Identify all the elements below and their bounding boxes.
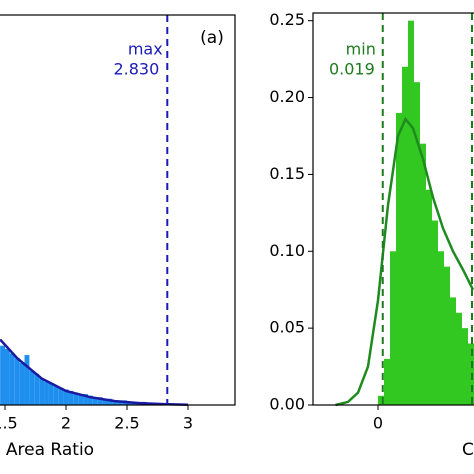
bar bbox=[396, 112, 402, 405]
bar bbox=[44, 381, 49, 405]
bar bbox=[102, 398, 108, 405]
bar bbox=[53, 386, 59, 405]
density-curve bbox=[335, 116, 474, 407]
x-tick-label: 3 bbox=[183, 414, 193, 433]
bar bbox=[92, 397, 98, 405]
bar bbox=[58, 387, 64, 405]
stat-label: min bbox=[346, 40, 376, 59]
bar bbox=[83, 394, 88, 405]
bar bbox=[444, 266, 450, 405]
bar bbox=[19, 362, 25, 405]
x-axis-label: Area Ratio bbox=[6, 440, 94, 460]
axes-frame bbox=[312, 12, 474, 406]
bar bbox=[408, 20, 414, 405]
bar bbox=[5, 348, 10, 405]
bar bbox=[378, 395, 384, 405]
y-tick-label: 0.25 bbox=[269, 10, 305, 29]
bar bbox=[97, 397, 103, 405]
y-tick-label: 0.20 bbox=[269, 87, 305, 106]
y-tick-label: 0.05 bbox=[269, 318, 305, 337]
bar bbox=[390, 251, 396, 405]
density-curve bbox=[0, 338, 189, 406]
bar bbox=[34, 373, 40, 405]
bar bbox=[73, 392, 79, 405]
x-tick-label: 2 bbox=[61, 414, 71, 433]
bar bbox=[438, 251, 444, 405]
bar bbox=[420, 143, 426, 405]
bar bbox=[63, 389, 69, 405]
bar bbox=[24, 355, 30, 405]
bar bbox=[112, 400, 118, 405]
bar bbox=[0, 345, 6, 405]
x-axis-label: C bbox=[462, 440, 474, 460]
bar bbox=[29, 370, 35, 405]
bar bbox=[384, 358, 390, 405]
y-tick-label: 0.10 bbox=[269, 241, 305, 260]
bar bbox=[78, 394, 84, 405]
panel-label: (a) bbox=[200, 28, 224, 48]
bar bbox=[14, 358, 20, 405]
stat-label: 2.830 bbox=[113, 60, 159, 79]
axes-frame bbox=[0, 14, 236, 406]
x-tick-label: 2.5 bbox=[114, 414, 139, 433]
bar bbox=[39, 378, 45, 405]
x-tick-label: 0 bbox=[373, 414, 383, 433]
bar bbox=[107, 398, 113, 405]
bar bbox=[414, 82, 420, 406]
stat-label: max bbox=[128, 40, 163, 59]
y-tick-label: 0.00 bbox=[269, 395, 305, 414]
bar bbox=[402, 66, 408, 405]
bar bbox=[48, 383, 54, 405]
bar bbox=[87, 395, 93, 405]
bar bbox=[432, 220, 438, 405]
stat-label: 0.019 bbox=[329, 60, 375, 79]
y-tick-label: 0.15 bbox=[269, 164, 305, 183]
bar bbox=[462, 328, 468, 405]
bar bbox=[456, 312, 462, 405]
x-tick-label: 1.5 bbox=[0, 414, 18, 433]
bar bbox=[426, 189, 432, 405]
bar bbox=[68, 390, 74, 405]
bar bbox=[450, 297, 456, 405]
bar bbox=[9, 353, 15, 405]
